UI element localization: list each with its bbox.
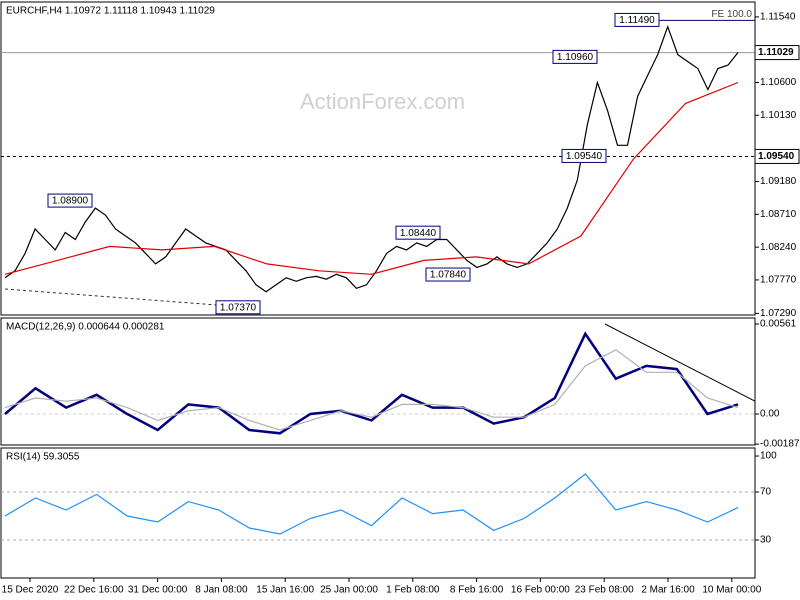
- y-tick-label: 1.11540: [760, 12, 796, 23]
- y-tick-label: 70: [760, 487, 772, 498]
- y-tick-label: 1.07290: [760, 308, 797, 319]
- series-line: [4, 24, 739, 293]
- price-annotation-box: [395, 225, 441, 240]
- x-tick-label: 2 Mar 16:00: [641, 585, 695, 596]
- y-tick-label: 1.09180: [760, 176, 797, 187]
- price-annotation-box: [215, 300, 261, 315]
- price-annotation: 1.08440: [400, 228, 437, 239]
- y-tick-label: 1.07770: [760, 275, 797, 286]
- price-annotation-box: [614, 12, 660, 27]
- price-annotation: 1.07840: [430, 270, 467, 281]
- y-tick-label: 30: [760, 535, 772, 546]
- price-annotation: 1.10960: [557, 52, 594, 63]
- y-tick-label: 1.08710: [760, 209, 797, 220]
- x-tick-label: 23 Feb 08:00: [575, 585, 634, 596]
- series-line: [4, 81, 739, 275]
- x-tick-label: 1 Feb 08:00: [386, 585, 440, 596]
- panel-frame: [0, 447, 756, 579]
- panel-title: MACD(12,26,9) 0.000644 0.000281: [6, 322, 165, 333]
- price-annotation-box: [552, 49, 598, 64]
- y-tick-label: -0.001876: [760, 439, 800, 450]
- series-line: [4, 331, 739, 435]
- y-tick-label: 100: [760, 451, 777, 462]
- series-line: [4, 349, 739, 431]
- price-annotation: 1.07370: [220, 302, 257, 313]
- y-tick-label: 1.08240: [760, 242, 797, 253]
- panel-title: EURCHF,H4 1.10972 1.11118 1.10943 1.1102…: [6, 6, 215, 17]
- price-annotation: 1.11490: [619, 15, 655, 26]
- x-tick-label: 15 Jan 16:00: [256, 585, 314, 596]
- watermark: ActionForex.com: [300, 89, 465, 114]
- price-annotation-box: [47, 193, 93, 208]
- x-tick-label: 8 Jan 08:00: [195, 585, 248, 596]
- x-tick-label: 10 Mar 00:00: [702, 585, 761, 596]
- price-marker-label: 1.11029: [758, 47, 794, 58]
- price-annotation: 1.08900: [52, 196, 89, 207]
- x-tick-label: 15 Dec 2020: [2, 585, 59, 596]
- fe-label: FE 100.0: [711, 9, 752, 20]
- series-line: [4, 473, 739, 535]
- price-annotation: 1.09540: [566, 151, 603, 162]
- macd-trendline: [604, 323, 756, 402]
- x-tick-label: 22 Dec 16:00: [64, 585, 124, 596]
- price-marker-box: [754, 45, 800, 61]
- y-tick-label: 0.00: [760, 409, 780, 420]
- y-tick-label: 0.00561: [760, 319, 797, 330]
- price-marker-box: [754, 148, 800, 164]
- price-annotation-box: [425, 267, 471, 282]
- y-tick-label: 1.10600: [760, 77, 797, 88]
- panel-title: RSI(14) 59.3055: [6, 452, 80, 463]
- y-tick-label: 1.10130: [760, 110, 797, 121]
- x-tick-label: 31 Dec 00:00: [128, 585, 188, 596]
- price-annotation-box: [561, 148, 607, 163]
- x-tick-label: 8 Feb 16:00: [450, 585, 504, 596]
- panel-frame: [0, 317, 756, 446]
- price-marker-label: 1.09540: [758, 151, 795, 162]
- x-tick-label: 16 Feb 00:00: [511, 585, 570, 596]
- x-tick-label: 25 Jan 00:00: [320, 585, 378, 596]
